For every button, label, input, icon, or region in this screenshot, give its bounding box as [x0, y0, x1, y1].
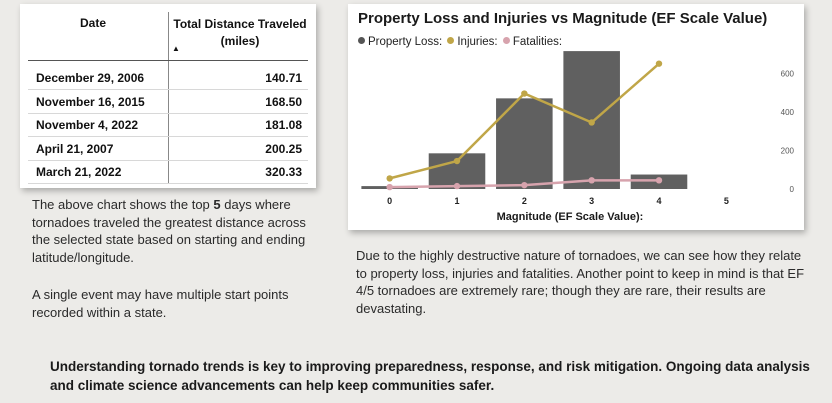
series-point — [453, 182, 461, 190]
series-point — [386, 183, 393, 191]
legend-fatalities[interactable]: Fatalities: — [502, 36, 563, 48]
series-point — [521, 90, 528, 97]
chart-description: Due to the highly destructive nature of … — [356, 248, 805, 316]
magnitude-chart: 0 1 2 3 4 5 0 200 400 600 Magnitude (EF Scale Valu… — [348, 4, 804, 230]
x-tick-label: 5 — [724, 196, 729, 206]
legend-property-loss[interactable]: Property Loss: — [358, 36, 442, 48]
x-tick-label: 3 — [589, 196, 594, 206]
sort-ascending-icon[interactable]: ▲ — [172, 44, 180, 53]
date-column-header[interactable]: Date — [80, 16, 107, 30]
distance-cell: 140.71 — [265, 71, 302, 85]
series-point — [453, 157, 461, 165]
legend-dot-icon — [502, 37, 510, 44]
table-row[interactable]: November 4, 2022 181.08 — [28, 113, 308, 137]
legend-dot-icon — [358, 37, 365, 44]
date-cell: December 29, 2006 — [36, 71, 145, 85]
table-row[interactable]: December 29, 2006 140.71 — [28, 66, 308, 90]
series-point — [655, 60, 663, 67]
conclusion-text: Understanding tornado trends is key to i… — [50, 359, 810, 393]
chart-plot: 0 1 2 3 4 5 0 200 400 600 Magnitude (EF Scale Valu… — [361, 51, 795, 223]
x-tick-label: 4 — [656, 196, 661, 206]
legend-dot-icon — [447, 37, 455, 44]
column-separator — [168, 12, 169, 184]
header-divider — [28, 60, 308, 61]
x-tick-label: 2 — [522, 196, 527, 206]
description-text: The above chart shows the top — [32, 197, 214, 212]
y-tick-label: 0 — [790, 185, 795, 194]
date-cell: April 21, 2007 — [36, 141, 114, 156]
legend-label: Fatalities: — [512, 36, 563, 48]
y-tick-label: 400 — [781, 108, 795, 117]
date-cell: March 21, 2022 — [36, 165, 122, 179]
x-tick-label: 1 — [454, 196, 459, 206]
series-point — [588, 119, 595, 126]
legend-label: Injuries: — [457, 36, 498, 48]
table-row[interactable]: March 21, 2022 320.33 — [28, 160, 308, 184]
distance-cell: 200.25 — [265, 141, 302, 156]
distance-cell: 181.08 — [265, 118, 302, 132]
y-tick-label: 600 — [781, 69, 795, 78]
top-distance-table: Date Total Distance Traveled (miles) ▲ D… — [20, 4, 316, 188]
chart-legend: Property Loss: Injuries: Fatalities: — [358, 36, 564, 48]
legend-label: Property Loss: — [368, 36, 443, 48]
table-row[interactable]: November 16, 2015 168.50 — [28, 90, 308, 114]
series-point — [521, 181, 528, 189]
table-row[interactable]: April 21, 2007 200.25 — [28, 137, 308, 161]
legend-injuries[interactable]: Injuries: — [447, 36, 498, 48]
top-count-value: 5 — [213, 197, 221, 212]
series-point — [386, 175, 393, 182]
series-point — [655, 177, 663, 184]
chart-title: Property Loss and Injuries vs Magnitude … — [358, 10, 768, 27]
x-tick-label: 0 — [387, 196, 392, 206]
distance-cell: 320.33 — [265, 165, 302, 179]
y-tick-label: 200 — [781, 146, 795, 155]
date-cell: November 4, 2022 — [36, 118, 139, 132]
date-cell: November 16, 2015 — [36, 94, 145, 109]
table-description: The above chart shows the top 5 days whe… — [32, 196, 322, 266]
x-axis-label: Magnitude (EF Scale Value): — [497, 211, 644, 223]
start-points-note: A single event may have multiple start p… — [32, 287, 289, 320]
series-point — [588, 177, 595, 184]
distance-cell: 168.50 — [265, 94, 302, 109]
description-text: days where tornadoes traveled the greate… — [32, 197, 306, 265]
distance-column-header[interactable]: Total Distance Traveled (miles) — [173, 17, 307, 48]
